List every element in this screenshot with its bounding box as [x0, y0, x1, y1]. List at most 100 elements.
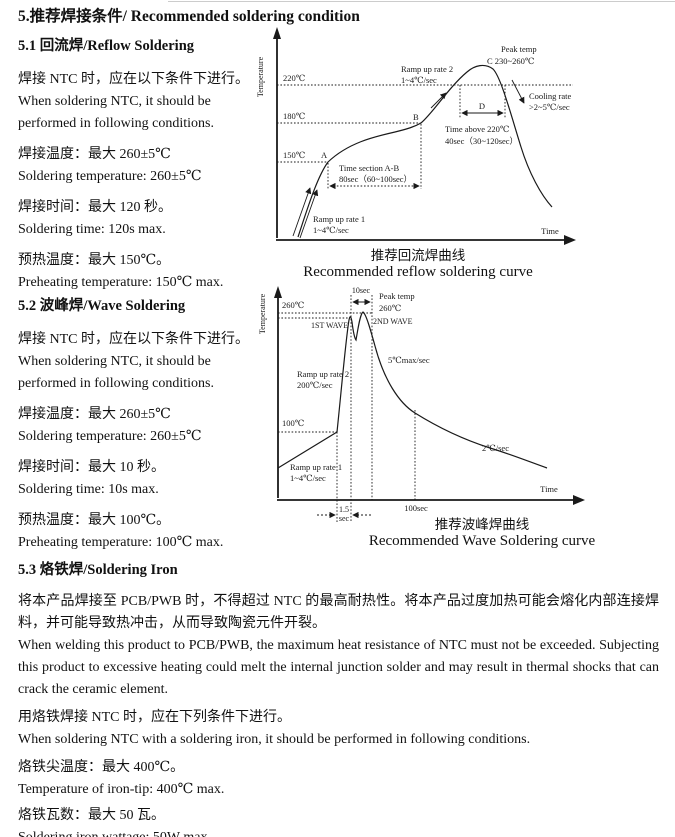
- cooling-value: >2~5℃/sec: [529, 102, 570, 112]
- tick-260: 260℃: [282, 300, 304, 310]
- ramp1-value: 1~4℃/sec: [313, 225, 349, 235]
- condition-en: Temperature of iron-tip: 400℃ max.: [18, 782, 225, 797]
- caption-en: Recommended reflow soldering curve: [303, 264, 533, 280]
- cooling-arrow: [511, 79, 525, 104]
- y-axis-label: Temperature: [256, 56, 265, 97]
- peak-temp-label: Peak temp: [501, 44, 537, 54]
- wave-intro-en-2: performed in following conditions.: [18, 376, 214, 391]
- page-title: 5.推荐焊接条件/ Recommended soldering conditio…: [18, 8, 360, 25]
- above-220-value: 40sec（30~120sec）: [445, 136, 518, 146]
- wave-figure-caption: 推荐波峰焊曲线 Recommended Wave Soldering curve: [332, 516, 632, 549]
- ramp2-label: Ramp up rate 2: [401, 64, 453, 74]
- caption-en: Recommended Wave Soldering curve: [368, 533, 596, 549]
- time-100sec-label: 100sec: [404, 503, 428, 513]
- condition-zh: 焊接温度：最大 260±5℃: [18, 147, 171, 162]
- cool-fast-label: 5℃max/sec: [388, 355, 430, 365]
- wave-heading: 5.2 波峰焊/Wave Soldering: [18, 298, 186, 314]
- x-axis-label: Time: [541, 226, 559, 236]
- ramp1-value: 1~4℃/sec: [290, 473, 326, 483]
- wave1-label: 1ST WAVE: [311, 321, 348, 330]
- ramp1-label: Ramp up rate 1: [313, 214, 365, 224]
- section-ab-value: 80sec（60~100sec）: [339, 174, 412, 184]
- ramp2-value: 1~4℃/sec: [401, 75, 437, 85]
- peak-temp-value: 260℃: [379, 303, 401, 313]
- wave-curve-figure: Temperature Time 260℃ 100℃ 10sec Peak te…: [253, 282, 675, 550]
- condition-en: Soldering time: 10s max.: [18, 482, 159, 497]
- reflow-intro-zh: 焊接 NTC 时，应在以下条件下进行。: [18, 72, 249, 87]
- condition-zh: 预热温度：最大 100℃。: [18, 513, 171, 528]
- condition-zh: 预热温度：最大 150℃。: [18, 253, 171, 268]
- wave-profile-curve: [277, 311, 548, 469]
- x-axis-arrow-icon: [564, 235, 576, 245]
- ramp2-arrow: [430, 92, 447, 109]
- condition-zh: 焊接温度：最大 260±5℃: [18, 407, 171, 422]
- iron-para1-en: When welding this product to PCB/PWB, th…: [18, 638, 659, 697]
- y-axis-arrow-icon: [274, 286, 282, 298]
- wave-intro-en-1: When soldering NTC, it should be: [18, 354, 211, 369]
- y-axis-arrow-icon: [273, 27, 281, 39]
- reflow-figure-caption: 推荐回流焊曲线 Recommended reflow soldering cur…: [253, 247, 583, 280]
- condition-en: Soldering iron wattage: 50W max.: [18, 827, 659, 837]
- reflow-intro-en-1: When soldering NTC, it should be: [18, 94, 211, 109]
- condition-en: Preheating temperature: 100℃ max.: [18, 535, 224, 550]
- wave-condition-temp: 焊接温度：最大 260±5℃ Soldering temperature: 26…: [18, 404, 260, 448]
- ramp2-value: 200℃/sec: [297, 380, 333, 390]
- reflow-curve-figure: Temperature Time 220℃ 180℃ 150℃ A B Time…: [253, 25, 675, 280]
- condition-en: Soldering temperature: 260±5℃: [18, 429, 202, 444]
- condition-en: Preheating temperature: 150℃ max.: [18, 275, 224, 290]
- cooling-label: Cooling rate: [529, 91, 571, 101]
- reflow-intro-en-2: performed in following conditions.: [18, 116, 214, 131]
- top-divider: [168, 1, 675, 2]
- section-wave-text: 5.2 波峰焊/Wave Soldering 焊接 NTC 时，应在以下条件下进…: [18, 294, 260, 554]
- ramp2-label: Ramp up rate 2: [297, 369, 349, 379]
- x-axis-arrow-icon: [573, 495, 585, 505]
- caption-zh: 推荐回流焊曲线: [370, 248, 466, 263]
- reflow-condition-temp: 焊接温度：最大 260±5℃ Soldering temperature: 26…: [18, 144, 260, 188]
- iron-heading: 5.3 烙铁焊/Soldering Iron: [18, 562, 178, 578]
- condition-zh: 烙铁尖温度：最大 400℃。: [18, 760, 185, 775]
- caption-zh: 推荐波峰焊曲线: [434, 517, 530, 532]
- section-iron-text: 5.3 烙铁焊/Soldering Iron 将本产品焊接至 PCB/PWB 时…: [18, 558, 659, 837]
- above-220-label: Time above 220℃: [445, 124, 509, 134]
- duration-1-5sec-value: 1.5: [339, 505, 349, 514]
- iron-condition-tip-temp: 烙铁尖温度：最大 400℃。 Temperature of iron-tip: …: [18, 757, 659, 801]
- tick-100: 100℃: [282, 418, 304, 428]
- ramp1-arrow-2: [299, 189, 319, 239]
- peak-temp-label: Peak temp: [379, 291, 415, 301]
- point-b-label: B: [413, 112, 419, 122]
- ramp1-label: Ramp up rate 1: [290, 462, 342, 472]
- tick-150: 150℃: [283, 150, 305, 160]
- reflow-heading: 5.1 回流焊/Reflow Soldering: [18, 38, 195, 54]
- iron-para1-zh: 将本产品焊接至 PCB/PWB 时，不得超过 NTC 的最高耐热性。将本产品过度…: [18, 594, 659, 631]
- iron-condition-wattage: 烙铁瓦数：最大 50 瓦。 Soldering iron wattage: 50…: [18, 805, 659, 837]
- tick-180: 180℃: [283, 111, 305, 121]
- reflow-curve-chart: Temperature Time 220℃ 180℃ 150℃ A B Time…: [256, 27, 576, 245]
- condition-zh: 烙铁瓦数：最大 50 瓦。: [18, 808, 165, 823]
- ramp1-arrow-1: [292, 187, 312, 237]
- wave-intro-zh: 焊接 NTC 时，应在以下条件下进行。: [18, 332, 249, 347]
- condition-en: Soldering time: 120s max.: [18, 222, 166, 237]
- peak-temp-value: C 230~260℃: [487, 56, 534, 66]
- section-ab-label: Time section A-B: [339, 163, 399, 173]
- d-label: D: [479, 101, 485, 111]
- point-a-label: A: [321, 150, 328, 160]
- condition-en: Soldering temperature: 260±5℃: [18, 169, 202, 184]
- wave-condition-preheat: 预热温度：最大 100℃。 Preheating temperature: 10…: [18, 510, 260, 554]
- section-reflow-text: 5.1 回流焊/Reflow Soldering 焊接 NTC 时，应在以下条件…: [18, 34, 260, 294]
- tick-220: 220℃: [283, 73, 305, 83]
- y-axis-label: Temperature: [258, 293, 267, 334]
- wave2-label: 2ND WAVE: [373, 317, 413, 326]
- condition-zh: 焊接时间：最大 120 秒。: [18, 200, 172, 215]
- wave-curve-chart: Temperature Time 260℃ 100℃ 10sec Peak te…: [258, 286, 585, 523]
- duration-10s-label: 10sec: [352, 286, 371, 295]
- reflow-condition-time: 焊接时间：最大 120 秒。 Soldering time: 120s max.: [18, 197, 260, 241]
- iron-para2-en: When soldering NTC with a soldering iron…: [18, 732, 531, 747]
- duration-1-5sec-unit: sec: [339, 514, 350, 523]
- cool-slow-label: 2℃/sec: [482, 443, 509, 453]
- condition-zh: 焊接时间：最大 10 秒。: [18, 460, 165, 475]
- reflow-profile-curve: [297, 64, 553, 238]
- x-axis-label: Time: [540, 484, 558, 494]
- wave-condition-time: 焊接时间：最大 10 秒。 Soldering time: 10s max.: [18, 457, 260, 501]
- iron-para2-zh: 用烙铁焊接 NTC 时，应在下列条件下进行。: [18, 710, 291, 725]
